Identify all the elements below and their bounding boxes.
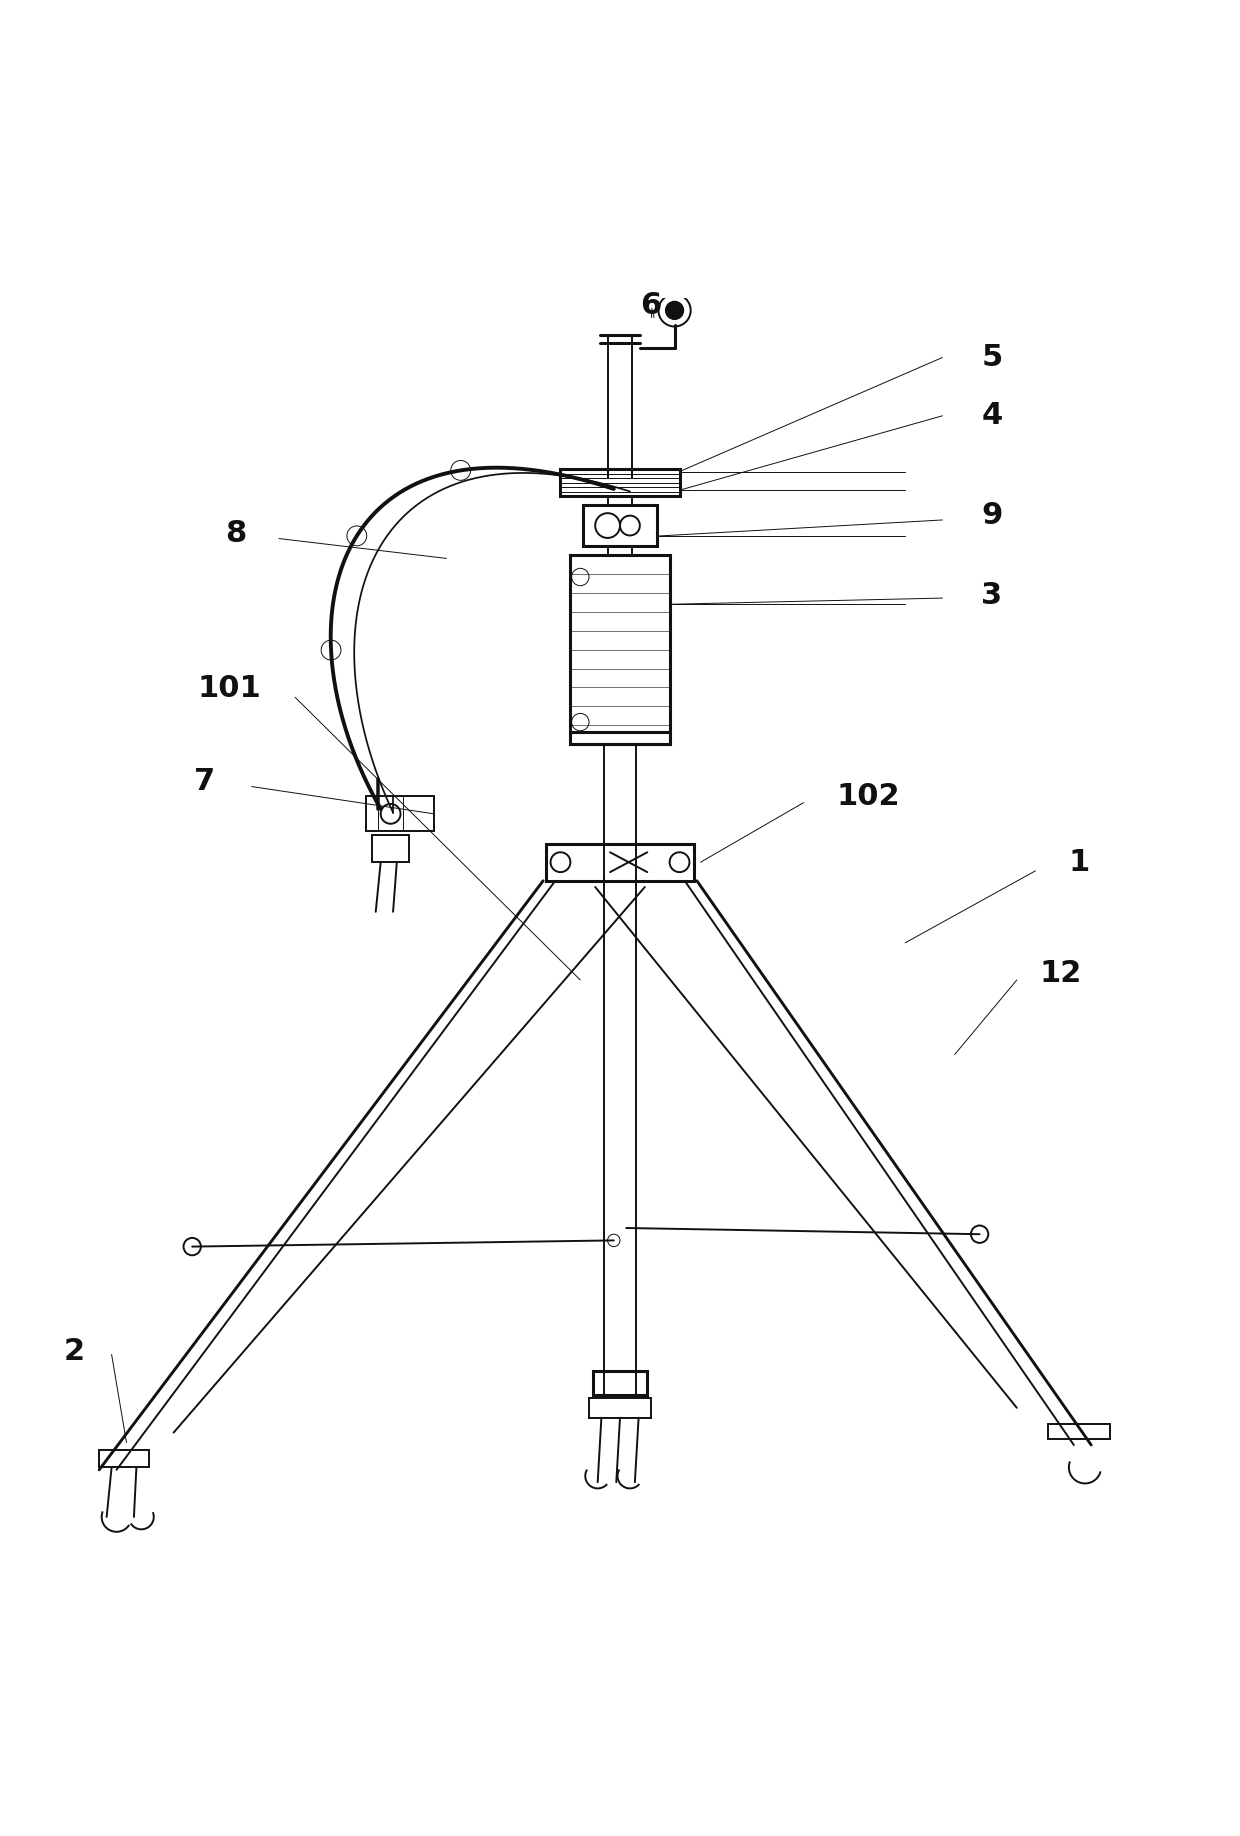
Text: 3: 3 xyxy=(981,582,1003,610)
Bar xyxy=(583,505,657,545)
Bar xyxy=(560,470,680,496)
Text: 1: 1 xyxy=(1068,848,1090,878)
Text: 5: 5 xyxy=(981,343,1003,373)
Text: 102: 102 xyxy=(836,782,900,812)
Text: 2: 2 xyxy=(63,1337,86,1366)
Text: 8: 8 xyxy=(224,520,247,549)
Text: 9: 9 xyxy=(981,501,1003,529)
Text: 12: 12 xyxy=(1039,958,1081,988)
Text: 4: 4 xyxy=(981,402,1003,430)
Bar xyxy=(99,1450,149,1467)
Bar xyxy=(372,835,409,863)
Bar xyxy=(546,843,694,881)
Bar xyxy=(1048,1425,1110,1439)
Text: 7: 7 xyxy=(193,767,216,797)
Bar xyxy=(593,1371,647,1395)
Text: 6: 6 xyxy=(640,290,662,319)
Text: 101: 101 xyxy=(197,674,262,703)
Bar xyxy=(366,797,434,832)
Bar xyxy=(570,554,670,744)
Circle shape xyxy=(666,301,683,319)
Bar xyxy=(589,1397,651,1417)
